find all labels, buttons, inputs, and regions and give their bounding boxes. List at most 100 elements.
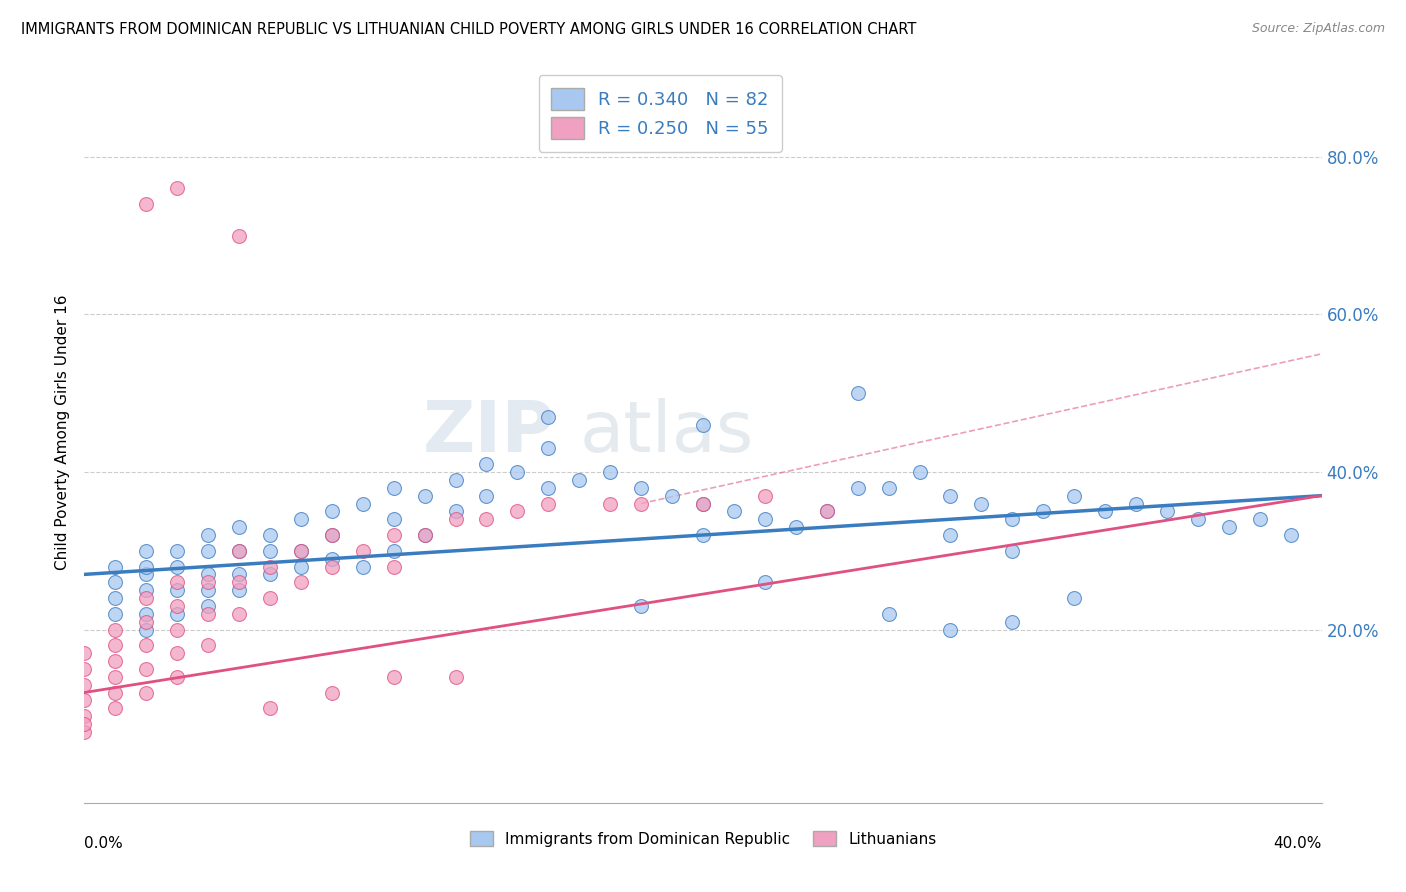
- Point: [1063, 591, 1085, 605]
- Point: [73, 678, 96, 692]
- Point: [352, 543, 374, 558]
- Point: [135, 685, 157, 699]
- Point: [382, 543, 405, 558]
- Point: [754, 575, 776, 590]
- Point: [723, 504, 745, 518]
- Point: [290, 575, 312, 590]
- Point: [1001, 512, 1024, 526]
- Point: [599, 496, 621, 510]
- Point: [815, 504, 838, 518]
- Point: [444, 473, 467, 487]
- Point: [1094, 504, 1116, 518]
- Point: [1001, 615, 1024, 629]
- Point: [228, 543, 250, 558]
- Point: [73, 662, 96, 676]
- Point: [197, 607, 219, 621]
- Point: [135, 591, 157, 605]
- Point: [444, 504, 467, 518]
- Point: [754, 489, 776, 503]
- Point: [382, 670, 405, 684]
- Point: [1063, 489, 1085, 503]
- Point: [197, 583, 219, 598]
- Point: [1279, 528, 1302, 542]
- Point: [754, 512, 776, 526]
- Point: [73, 725, 96, 739]
- Point: [290, 512, 312, 526]
- Point: [321, 528, 343, 542]
- Point: [166, 646, 188, 660]
- Point: [104, 685, 127, 699]
- Point: [228, 520, 250, 534]
- Point: [166, 670, 188, 684]
- Point: [1156, 504, 1178, 518]
- Point: [475, 457, 498, 471]
- Point: [73, 709, 96, 723]
- Point: [135, 559, 157, 574]
- Point: [166, 575, 188, 590]
- Point: [630, 496, 652, 510]
- Point: [846, 386, 869, 401]
- Point: [166, 181, 188, 195]
- Point: [259, 567, 281, 582]
- Point: [568, 473, 591, 487]
- Point: [104, 654, 127, 668]
- Point: [104, 559, 127, 574]
- Point: [135, 543, 157, 558]
- Point: [197, 638, 219, 652]
- Point: [692, 417, 714, 432]
- Point: [939, 623, 962, 637]
- Point: [135, 567, 157, 582]
- Text: 40.0%: 40.0%: [1274, 836, 1322, 851]
- Point: [135, 583, 157, 598]
- Point: [135, 197, 157, 211]
- Point: [259, 559, 281, 574]
- Point: [321, 551, 343, 566]
- Point: [630, 481, 652, 495]
- Point: [537, 496, 560, 510]
- Point: [228, 575, 250, 590]
- Point: [475, 489, 498, 503]
- Point: [939, 489, 962, 503]
- Point: [259, 543, 281, 558]
- Point: [321, 504, 343, 518]
- Point: [692, 496, 714, 510]
- Point: [197, 543, 219, 558]
- Point: [475, 512, 498, 526]
- Point: [104, 607, 127, 621]
- Point: [228, 228, 250, 243]
- Text: Source: ZipAtlas.com: Source: ZipAtlas.com: [1251, 22, 1385, 36]
- Point: [321, 559, 343, 574]
- Point: [135, 615, 157, 629]
- Text: ZIP: ZIP: [422, 398, 554, 467]
- Text: atlas: atlas: [579, 398, 754, 467]
- Point: [290, 543, 312, 558]
- Point: [290, 543, 312, 558]
- Point: [877, 481, 900, 495]
- Point: [382, 512, 405, 526]
- Point: [104, 701, 127, 715]
- Point: [1001, 543, 1024, 558]
- Point: [382, 559, 405, 574]
- Point: [166, 543, 188, 558]
- Point: [382, 481, 405, 495]
- Point: [135, 607, 157, 621]
- Point: [1187, 512, 1209, 526]
- Point: [661, 489, 683, 503]
- Point: [1218, 520, 1240, 534]
- Point: [413, 528, 436, 542]
- Point: [846, 481, 869, 495]
- Point: [692, 528, 714, 542]
- Legend: Immigrants from Dominican Republic, Lithuanians: Immigrants from Dominican Republic, Lith…: [463, 823, 943, 855]
- Point: [228, 543, 250, 558]
- Point: [382, 528, 405, 542]
- Point: [321, 685, 343, 699]
- Point: [444, 512, 467, 526]
- Point: [970, 496, 993, 510]
- Point: [1032, 504, 1054, 518]
- Point: [352, 496, 374, 510]
- Text: 0.0%: 0.0%: [84, 836, 124, 851]
- Point: [228, 583, 250, 598]
- Point: [197, 567, 219, 582]
- Point: [259, 701, 281, 715]
- Point: [630, 599, 652, 613]
